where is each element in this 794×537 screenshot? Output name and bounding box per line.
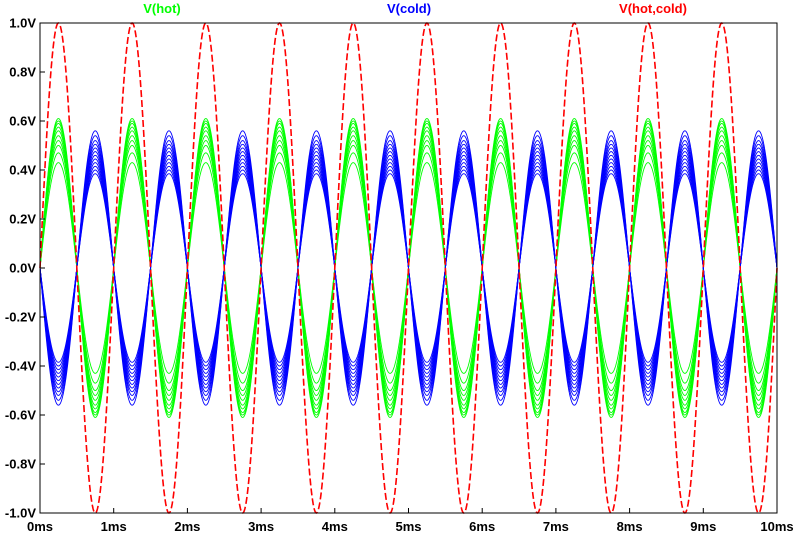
y-tick-label: -0.8V	[5, 457, 36, 472]
y-tick-label: 0.6V	[9, 114, 36, 129]
x-tick-label: 9ms	[690, 519, 716, 534]
trace-layer	[39, 22, 778, 514]
axis-layer: 1.0V 0.8V 0.6V 0.4V 0.2V 0.0V -0.2V -0.4V -0.6V -…	[5, 16, 794, 535]
x-tick-label: 3ms	[248, 519, 274, 534]
x-tick-label: 8ms	[617, 519, 643, 534]
legend-v-hot-cold: V(hot,cold)	[619, 1, 687, 16]
x-tick-label: 7ms	[543, 519, 569, 534]
y-tick-label: -0.2V	[5, 310, 36, 325]
legend-v-hot: V(hot)	[143, 1, 181, 16]
y-tick-label: 1.0V	[9, 16, 36, 31]
x-tick-label: 2ms	[174, 519, 200, 534]
x-tick-label: 0ms	[27, 519, 53, 534]
y-tick-label: 0.8V	[9, 65, 36, 80]
y-tick-label: -0.6V	[5, 408, 36, 423]
legend: V(hot) V(cold) V(hot,cold)	[143, 1, 687, 16]
x-tick-label: 10ms	[760, 519, 793, 534]
y-tick-label: -1.0V	[5, 506, 36, 521]
y-tick-label: 0.4V	[9, 163, 36, 178]
trace-v-hot-cold-0	[39, 22, 778, 514]
x-tick-label: 5ms	[395, 519, 421, 534]
x-tick-label: 6ms	[469, 519, 495, 534]
trace-v-cold-11	[39, 130, 778, 406]
y-tick-label: -0.4V	[5, 359, 36, 374]
y-tick-label: 0.0V	[9, 261, 36, 276]
legend-v-cold: V(cold)	[387, 1, 431, 16]
x-tick-label: 1ms	[101, 519, 127, 534]
y-tick-label: 0.2V	[9, 212, 36, 227]
x-tick-label: 4ms	[322, 519, 348, 534]
